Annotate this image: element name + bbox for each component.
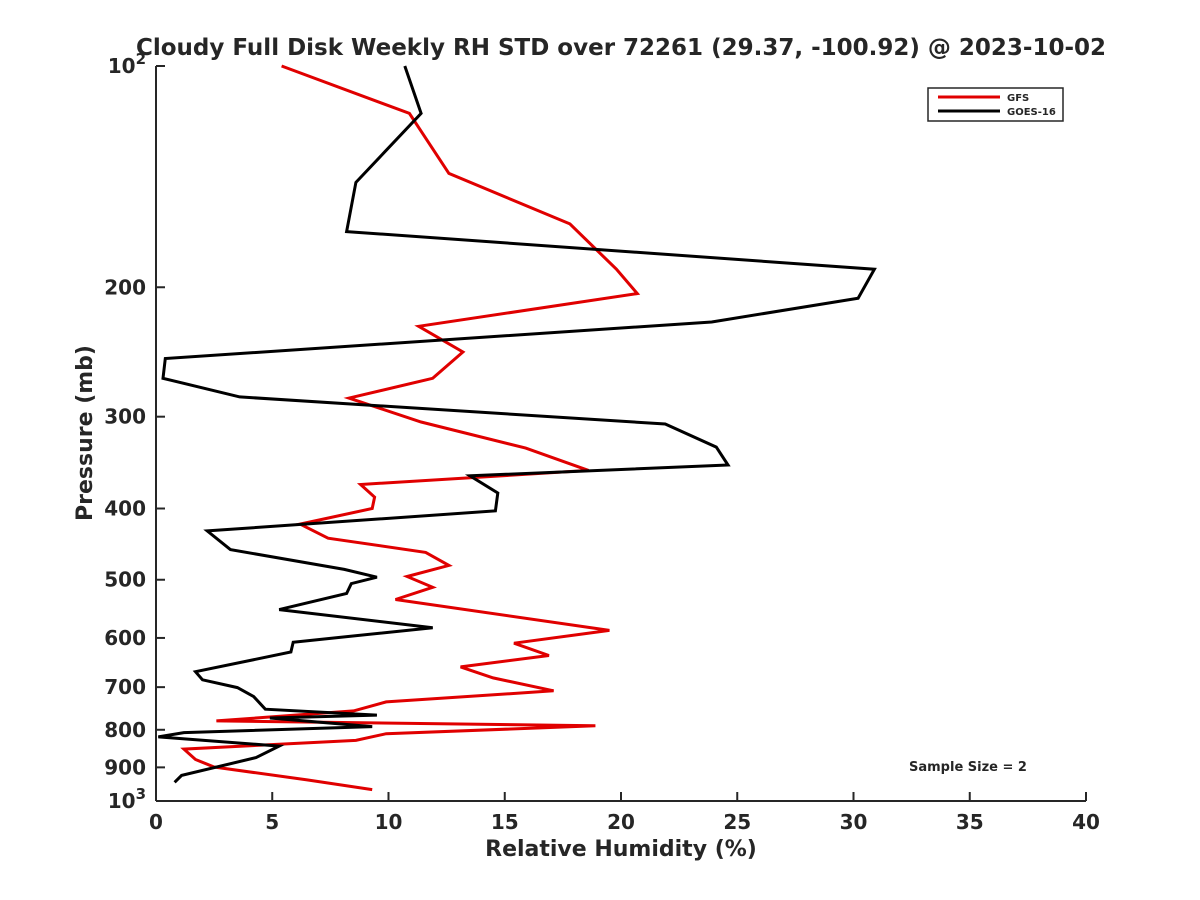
x-tick-label: 10 [375,810,403,834]
y-axis-label: Pressure (mb) [73,345,98,521]
plot-area [155,66,1086,802]
series-lines [158,64,877,792]
x-ticks: 0 5 10 15 20 25 30 35 40 [149,792,1100,834]
y-tick-label: 102 [108,50,146,78]
x-tick-label: 20 [607,810,635,834]
x-tick-label: 0 [149,810,163,834]
y-tick-label: 800 [104,718,146,742]
y-ticks: 102 200 300 400 500 600 700 800 900 103 [104,50,165,813]
series-line-goes-16 [158,65,877,784]
chart-title: Cloudy Full Disk Weekly RH STD over 7226… [136,35,1106,61]
legend-label-goes-16: GOES-16 [1007,107,1056,118]
y-tick-label: 600 [104,626,146,650]
y-tick-label: 200 [104,275,146,299]
x-tick-label: 25 [723,810,751,834]
x-tick-label: 30 [840,810,868,834]
y-tick-label: 700 [104,675,146,699]
y-tick-label: 103 [108,785,146,813]
x-axis-label: Relative Humidity (%) [485,837,757,862]
x-tick-label: 40 [1072,810,1100,834]
legend: GFS GOES-16 [927,87,1064,122]
legend-label-gfs: GFS [1007,93,1029,104]
y-tick-label: 300 [104,405,146,429]
y-tick-label: 900 [104,755,146,779]
x-tick-label: 5 [265,810,279,834]
sample-size-annotation: Sample Size = 2 [909,760,1027,775]
legend-box [927,87,1064,122]
x-tick-label: 15 [491,810,519,834]
y-tick-label: 500 [104,568,146,592]
x-tick-label: 35 [956,810,984,834]
y-tick-label: 400 [104,497,146,521]
series-line-gfs [180,64,641,792]
